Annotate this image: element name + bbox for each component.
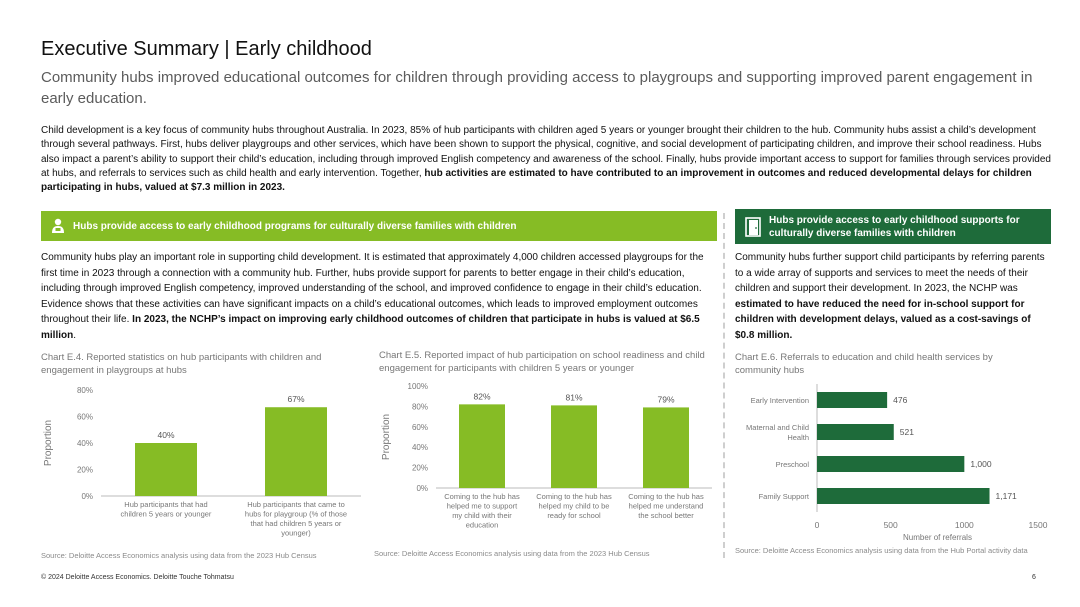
x-tick-label: Coming to the hub has helped me understan… — [628, 492, 704, 520]
page-subtitle: Community hubs improved educational outc… — [41, 69, 1033, 107]
section-divider — [723, 213, 725, 558]
x-axis-label: Number of referrals — [903, 533, 972, 542]
left-body-end: . — [73, 329, 77, 341]
footer-copyright: © 2024 Deloitte Access Economics. Deloit… — [41, 574, 234, 581]
y-tick-label: 60% — [77, 413, 93, 422]
y-tick-label: 80% — [77, 386, 93, 395]
bar-value-label: 1,171 — [996, 491, 1018, 501]
bar — [643, 407, 689, 488]
bar — [459, 404, 505, 488]
bar-value-label: 476 — [893, 395, 907, 405]
chart-e5-caption: Chart E.5. Reported impact of hub partic… — [379, 350, 705, 374]
y-tick-label: Preschool — [776, 460, 810, 469]
y-tick-label: 0% — [81, 492, 93, 501]
right-section-body: Community hubs further support child par… — [735, 250, 1051, 343]
bar-value-label: 521 — [900, 427, 914, 437]
bar — [135, 443, 197, 496]
bar — [817, 456, 965, 472]
bar-value-label: 1,000 — [970, 459, 992, 469]
x-tick-label: 1500 — [1029, 520, 1048, 530]
y-tick-label: 0% — [416, 484, 428, 493]
y-tick-label: Family Support — [759, 492, 810, 501]
bar-value-label: 40% — [157, 430, 174, 440]
y-tick-label: Maternal and Child Health — [746, 423, 809, 442]
page-number: 6 — [1032, 574, 1036, 581]
child-icon — [51, 218, 65, 234]
y-tick-label: 80% — [412, 402, 428, 411]
y-tick-label: 20% — [77, 466, 93, 475]
x-tick-label: 500 — [884, 520, 898, 530]
y-tick-label: 20% — [412, 464, 428, 473]
bar — [551, 405, 597, 488]
chart-e6-source: Source: Deloitte Access Economics analys… — [735, 546, 1028, 555]
y-axis-label: Proportion — [381, 414, 392, 460]
bar-value-label: 82% — [473, 391, 490, 401]
left-section-header: Hubs provide access to early childhood p… — [41, 211, 717, 241]
door-icon — [745, 216, 761, 237]
right-section-header-label: Hubs provide access to early childhood s… — [769, 214, 1020, 239]
chart-e4-source: Source: Deloitte Access Economics analys… — [41, 551, 317, 560]
x-tick-label: Hub participants that had children 5 year… — [121, 500, 212, 519]
x-tick-label: Coming to the hub has helped my child to … — [536, 492, 612, 520]
bar-value-label: 79% — [657, 394, 674, 404]
intro-paragraph: Child development is a key focus of comm… — [41, 124, 1053, 195]
right-section-header: Hubs provide access to early childhood s… — [735, 209, 1051, 244]
chart-e4: Proportion 0% 20% 40% 60% 80% 40% Hub participa… — [43, 386, 361, 538]
chart-e5-source: Source: Deloitte Access Economics analys… — [374, 549, 650, 558]
left-body-highlight: In 2023, the NCHP’s impact on improving … — [41, 314, 700, 341]
left-body-text: Community hubs play an important role in… — [41, 252, 704, 325]
y-tick-label: Early Intervention — [751, 396, 809, 405]
y-axis-label: Proportion — [43, 420, 54, 466]
x-tick-label: Hub participants that came to hubs for pl… — [245, 500, 347, 538]
x-tick-label: 0 — [815, 520, 820, 530]
bar — [817, 392, 888, 408]
bar-value-label: 67% — [287, 394, 304, 404]
bar — [265, 407, 327, 496]
y-tick-label: 100% — [408, 382, 428, 391]
x-tick-label: Coming to the hub has helped me to suppor… — [444, 492, 520, 530]
bar-value-label: 81% — [565, 392, 582, 402]
chart-e6-caption: Chart E.6. Referrals to education and ch… — [735, 352, 993, 376]
page-title: Executive Summary | Early childhood — [41, 38, 372, 60]
y-tick-label: 40% — [77, 439, 93, 448]
x-tick-label: 1000 — [955, 520, 974, 530]
bar — [817, 488, 990, 504]
right-body-highlight: estimated to have reduced the need for i… — [735, 298, 1031, 341]
y-tick-label: 40% — [412, 443, 428, 452]
chart-e5: Proportion 0% 20% 40% 60% 80% 100% 82% Coming to… — [381, 382, 712, 530]
chart-e4-caption: Chart E.4. Reported statistics on hub pa… — [41, 352, 322, 376]
left-section-header-label: Hubs provide access to early childhood p… — [73, 220, 517, 232]
bar — [817, 424, 894, 440]
chart-e6: 476 Early Intervention 521 Maternal and Chi… — [746, 384, 1048, 542]
right-body-text: Community hubs further support child par… — [735, 252, 1045, 294]
y-tick-label: 60% — [412, 423, 428, 432]
left-section-body: Community hubs play an important role in… — [41, 250, 717, 343]
intro-highlight: hub activities are estimated to have con… — [41, 167, 1032, 194]
intro-text: Child development is a key focus of comm… — [41, 125, 1051, 179]
